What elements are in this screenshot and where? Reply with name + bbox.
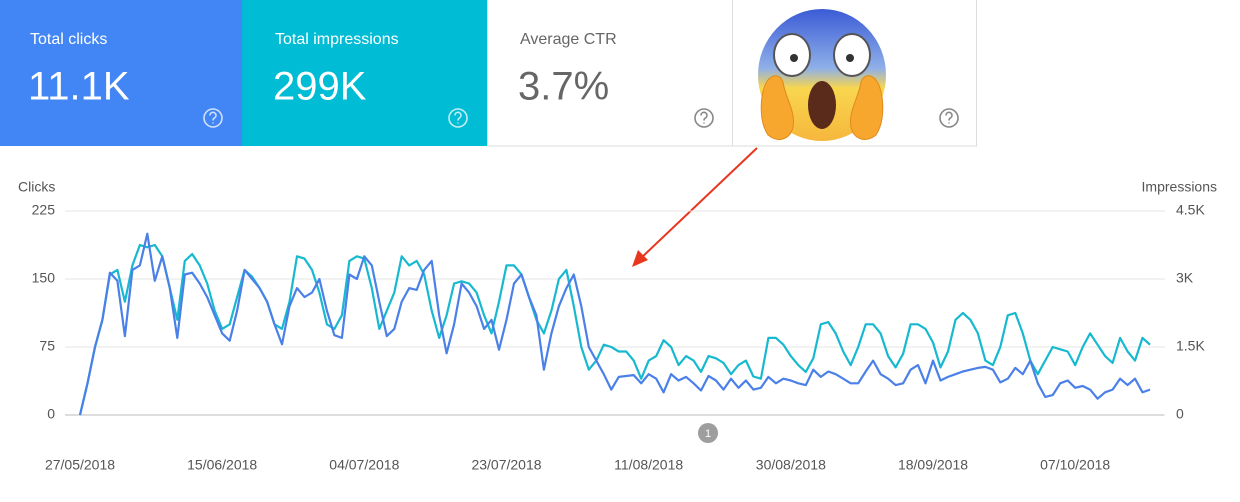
y-tick-label: 225 — [32, 202, 56, 218]
y2-axis-label: Impressions — [1142, 179, 1217, 195]
card-label: Average CTR — [520, 31, 617, 48]
x-tick-label: 23/07/2018 — [471, 457, 541, 473]
y2-tick-label: 1.5K — [1176, 338, 1205, 354]
card[interactable] — [0, 0, 242, 146]
card-label: Total impressions — [275, 31, 399, 48]
x-tick-label: 07/10/2018 — [1040, 457, 1110, 473]
y2-tick-label: 0 — [1176, 406, 1184, 422]
help-icon[interactable] — [694, 108, 714, 128]
help-icons — [203, 108, 959, 128]
chart: 0 75 150 225 0 1.5K 3K 4.5K 27/05/2018 15/06/2018… — [32, 202, 1206, 473]
help-icon[interactable] — [448, 108, 468, 128]
y-tick-label: 150 — [32, 270, 56, 286]
help-icon[interactable] — [939, 108, 959, 128]
x-tick-label: 27/05/2018 — [45, 457, 115, 473]
series-line — [78, 232, 1151, 416]
card[interactable] — [242, 0, 487, 146]
help-icon[interactable] — [203, 108, 223, 128]
x-tick-label: 30/08/2018 — [756, 457, 826, 473]
x-tick-label: 04/07/2018 — [329, 457, 399, 473]
series-line — [78, 243, 1151, 416]
y2-tick-label: 3K — [1176, 270, 1194, 286]
screaming-emoji — [758, 9, 886, 141]
y-tick-label: 0 — [47, 406, 55, 422]
x-tick-label: 15/06/2018 — [187, 457, 257, 473]
card-label: Total clicks — [30, 31, 107, 48]
card-value: 11.1K — [28, 65, 130, 109]
y-axis-label: Clicks — [18, 179, 55, 195]
x-tick-label: 11/08/2018 — [614, 457, 683, 473]
y-tick-label: 75 — [39, 338, 55, 354]
x-tick-label: 18/09/2018 — [898, 457, 968, 473]
card[interactable] — [487, 0, 733, 147]
card-value: 299K — [273, 65, 367, 109]
y2-tick-label: 4.5K — [1176, 202, 1205, 218]
pointer-arrow — [632, 147, 758, 267]
card-value: 3.7% — [518, 65, 609, 109]
annotation-marker[interactable] — [698, 423, 718, 443]
annotation-label: 1 — [705, 428, 711, 440]
